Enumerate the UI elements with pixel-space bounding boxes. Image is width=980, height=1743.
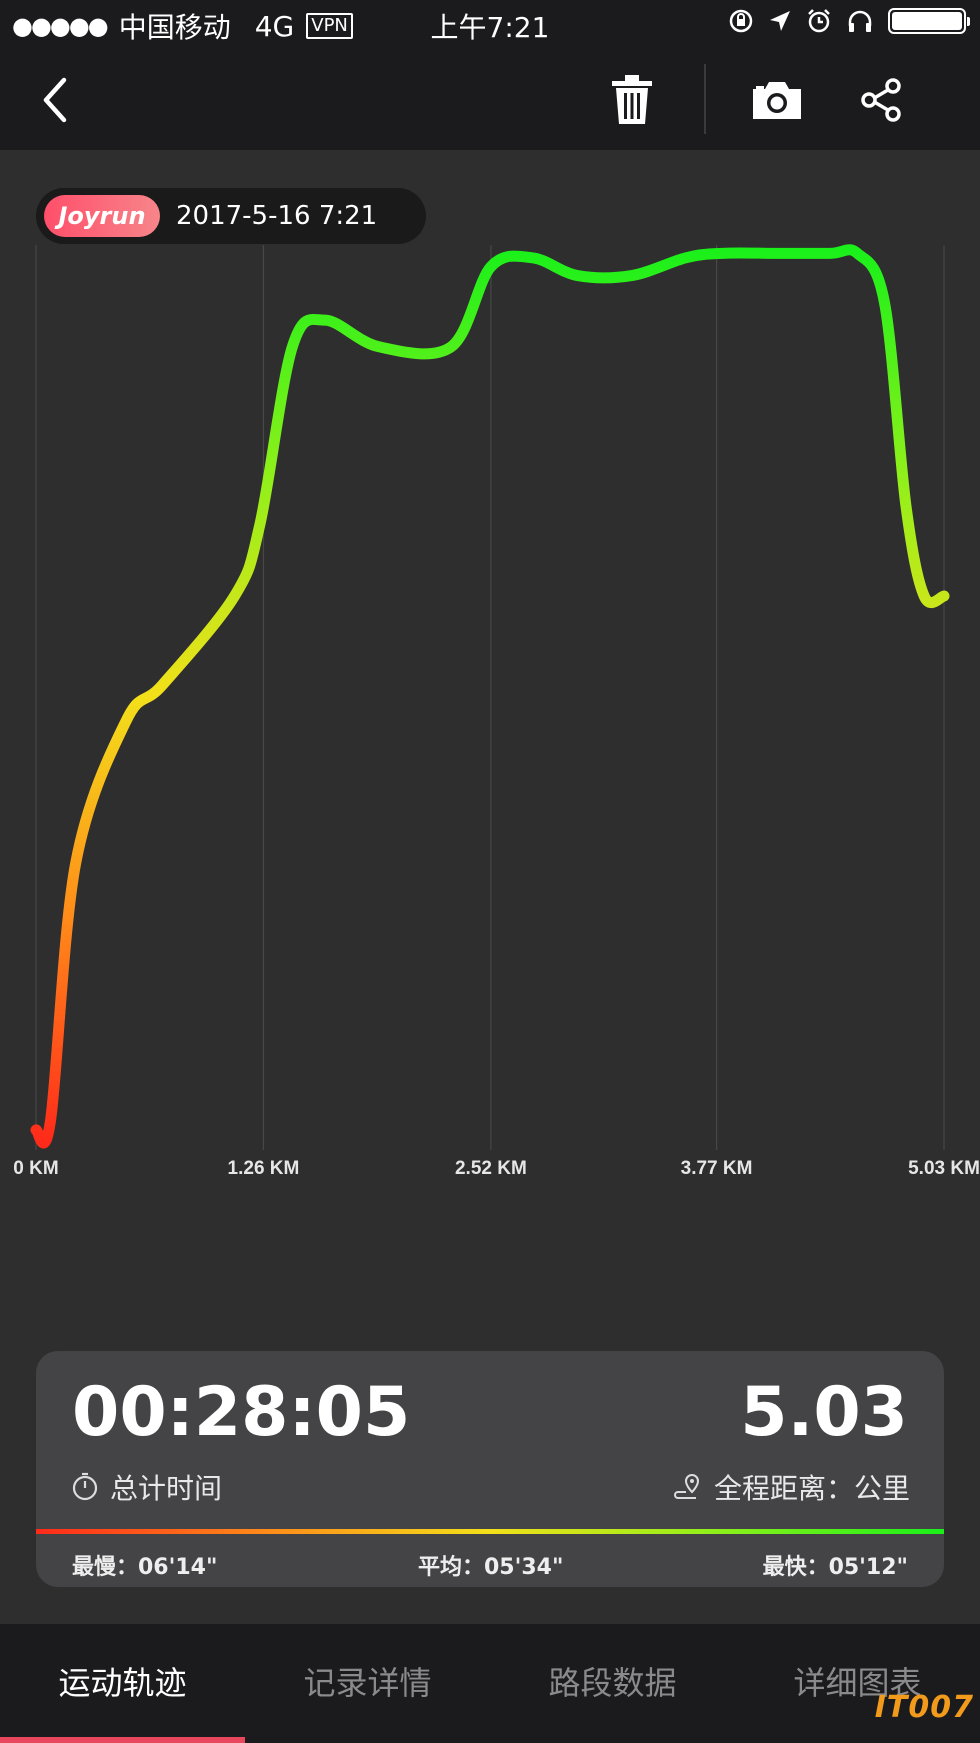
series-line xyxy=(30,244,950,1149)
distance-label-row: 全程距离：公里 xyxy=(672,1467,910,1507)
tab-track[interactable]: 运动轨迹 xyxy=(58,1664,187,1702)
bottom-tab-bar: 运动轨迹 记录详情 路段数据 详细图表 xyxy=(0,1624,980,1743)
distance-value: 5.03 xyxy=(740,1373,908,1452)
header-divider xyxy=(704,64,706,134)
x-tick-label: 3.77 KM xyxy=(681,1158,753,1179)
headphones-icon xyxy=(848,10,872,32)
watermark-logo: IT007 xyxy=(874,1690,974,1725)
back-button[interactable] xyxy=(30,70,80,130)
status-time: 上午7:21 xyxy=(430,11,550,44)
alarm-icon xyxy=(808,9,830,33)
share-icon xyxy=(861,78,901,122)
camera-icon xyxy=(753,82,801,119)
pace-chart-area: 0 KM 1.26 KM 2.52 KM 3.77 KM 5.03 KM Joyrun … xyxy=(0,150,980,1340)
status-bar: ●●●●● 中国移动 4G VPN 上午7:21 xyxy=(0,0,980,50)
battery-icon xyxy=(888,8,970,34)
pace-gradient-bar xyxy=(36,1529,944,1534)
total-time-label: 总计时间 xyxy=(110,1472,223,1505)
chart-grid xyxy=(35,245,945,1150)
joyrun-logo: Joyrun xyxy=(44,195,160,237)
app-header xyxy=(0,50,980,150)
date-badge: Joyrun 2017-5-16 7:21 xyxy=(36,188,426,244)
x-tick-label: 1.26 KM xyxy=(228,1158,300,1179)
run-datetime: 2017-5-16 7:21 xyxy=(176,201,378,231)
x-tick-label: 5.03 KM xyxy=(908,1158,980,1179)
trash-icon xyxy=(612,75,652,124)
slowest-pace: 最慢：06'14" xyxy=(72,1555,218,1580)
carrier-name: 中国移动 xyxy=(118,11,231,44)
tab-record-details[interactable]: 记录详情 xyxy=(303,1664,432,1702)
x-tick-label: 2.52 KM xyxy=(455,1158,527,1179)
x-axis-labels: 0 KM 1.26 KM 2.52 KM 3.77 KM 5.03 KM xyxy=(13,1158,980,1179)
status-left: ●●●●● 中国移动 4G VPN xyxy=(12,6,353,46)
fastest-pace: 最快：05'12" xyxy=(762,1555,908,1580)
total-time-label-row: 总计时间 xyxy=(70,1467,222,1507)
tab-segment-data[interactable]: 路段数据 xyxy=(548,1664,677,1702)
pace-chart: 0 KM 1.26 KM 2.52 KM 3.77 KM 5.03 KM xyxy=(13,244,980,1179)
status-right xyxy=(728,8,970,34)
stopwatch-icon xyxy=(72,1472,98,1501)
network-type: 4G xyxy=(254,9,295,43)
vpn-indicator: VPN xyxy=(306,13,353,39)
summary-card: 00:28:05 总计时间 5.03 全程距离：公里 最慢：06'14" 平均：… xyxy=(36,1351,944,1587)
x-tick-label: 0 KM xyxy=(13,1158,58,1179)
average-pace: 平均：05'34" xyxy=(418,1555,564,1580)
tab-detailed-charts[interactable]: 详细图表 xyxy=(793,1664,922,1702)
chevron-left-icon xyxy=(43,77,67,123)
route-pin-icon xyxy=(674,1473,699,1499)
lock-rotation-icon xyxy=(729,9,753,33)
location-arrow-icon xyxy=(770,11,790,31)
share-button[interactable] xyxy=(852,70,912,130)
delete-button[interactable] xyxy=(602,70,662,130)
active-tab-indicator xyxy=(0,1737,245,1743)
distance-label: 全程距离：公里 xyxy=(713,1472,910,1505)
signal-strength: ●●●●● xyxy=(12,12,109,40)
camera-button[interactable] xyxy=(744,70,810,130)
total-time-value: 00:28:05 xyxy=(72,1373,411,1452)
